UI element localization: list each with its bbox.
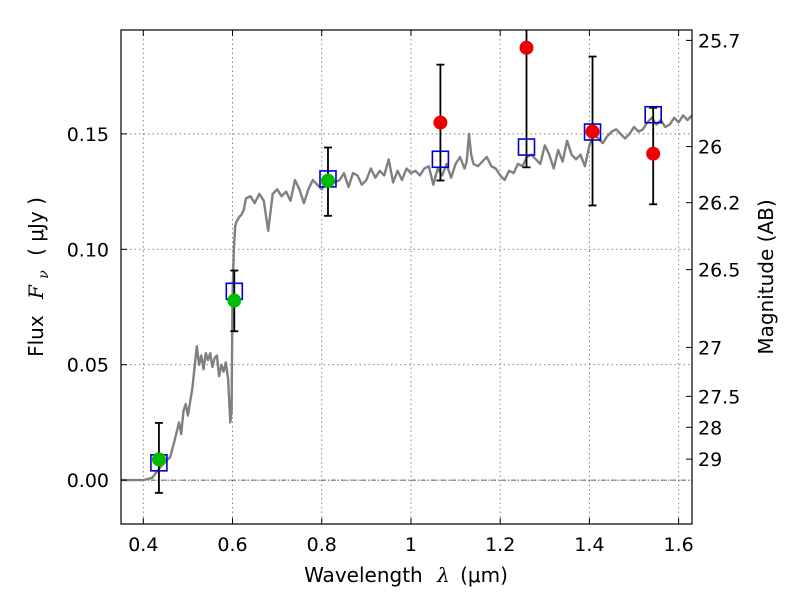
grid [121, 30, 692, 524]
x-tick-label: 1.6 [664, 534, 694, 556]
x-tick-label: 0.8 [307, 534, 337, 556]
magnitude-axis-title: Magnitude (AB) [754, 199, 778, 354]
magnitude-tick-label: 26.2 [698, 193, 740, 215]
model-photometry-square [431, 150, 450, 169]
observed-point-red [519, 40, 534, 55]
y-axis-title-text: Flux [24, 315, 48, 357]
magnitude-tick-label: 26.5 [698, 260, 740, 282]
magnitude-tick-label: 28 [698, 417, 722, 439]
observed-points-layer [151, 40, 661, 467]
x-axis-title-unit: (μm) [460, 563, 508, 587]
model-sed-line [121, 114, 692, 482]
observed-point-red [433, 115, 448, 130]
y-tick-label: 0.05 [67, 355, 109, 377]
y-tick-label: 0.00 [67, 470, 109, 492]
model-photometry-layer [150, 105, 662, 472]
magnitude-tick-label: 27.5 [698, 386, 740, 408]
plot-frame [120, 29, 693, 525]
y-axis-title-unit: ( μJy ) [24, 197, 48, 256]
y-tick-label: 0.15 [67, 124, 109, 146]
y-axis-title-symbol: F [24, 284, 48, 300]
x-tick-label: 1.2 [485, 534, 515, 556]
observed-point-red [646, 146, 661, 161]
x-axis-title-symbol: λ [436, 563, 450, 587]
x-axis-title: Wavelength λ (μm) [304, 563, 508, 587]
y-axis-ticks: 0.00 0.05 0.10 0.15 [67, 124, 127, 492]
x-axis-ticks: 0.4 0.6 0.8 1 1.2 1.4 1.6 [128, 30, 694, 556]
model-photometry-square [517, 138, 536, 156]
x-tick-label: 0.4 [128, 534, 158, 556]
observed-point-red [585, 124, 600, 139]
x-tick-label: 1 [405, 534, 417, 556]
observed-point-green [320, 173, 335, 188]
observed-point-green [227, 293, 242, 308]
y-axis-title: Flux F ν ( μJy ) [24, 197, 53, 357]
x-axis-title-text: Wavelength [304, 563, 423, 587]
model-photometry-square [644, 105, 662, 124]
magnitude-tick-label: 29 [698, 449, 722, 471]
model-sed-layer [121, 114, 692, 482]
magnitude-tick-label: 26 [698, 137, 722, 159]
model-photometry-square [583, 123, 602, 141]
y-axis-title-subscript: ν [36, 270, 52, 279]
observed-point-green [151, 452, 166, 467]
x-tick-label: 0.6 [217, 534, 247, 556]
x-tick-label: 1.4 [574, 534, 604, 556]
magnitude-axis-ticks: 25.7 26 26.2 26.5 27 27.5 28 29 [686, 30, 740, 471]
magnitude-tick-label: 27 [698, 337, 722, 359]
magnitude-tick-label: 25.7 [698, 30, 740, 52]
y-tick-label: 0.10 [67, 239, 109, 261]
